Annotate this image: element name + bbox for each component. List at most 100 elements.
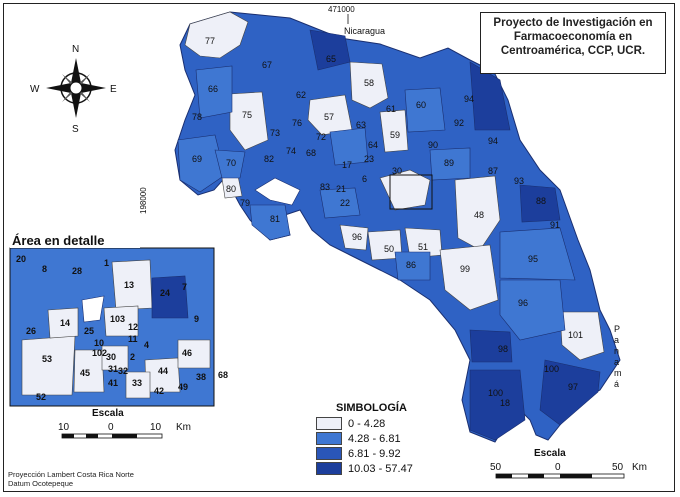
- inset-region-53: [21, 335, 76, 396]
- region-63: [329, 127, 369, 166]
- legend-label: 10.03 - 57.47: [348, 462, 413, 475]
- map-label: 100: [544, 364, 559, 374]
- map-label: 86: [406, 260, 416, 270]
- map-label: 50: [384, 244, 394, 254]
- map-label: 68: [306, 148, 316, 158]
- inset-label: 52: [36, 392, 46, 402]
- map-label: 60: [416, 100, 426, 110]
- main-scale-right: 50: [612, 462, 624, 473]
- main-scale-left: 50: [490, 462, 502, 473]
- map-label: 73: [270, 128, 280, 138]
- map-label: 94: [488, 136, 498, 146]
- region-75: [229, 91, 269, 151]
- inset-label: 20: [16, 254, 26, 264]
- inset-label: 13: [124, 280, 134, 290]
- datum-line: Datum Ocotepeque: [8, 479, 74, 488]
- map-label: 6: [362, 174, 367, 184]
- map-label: 74: [286, 146, 296, 156]
- main-scale-bar: Escala 50 0 50 Km: [490, 448, 647, 479]
- map-label: 62: [296, 90, 306, 100]
- region-100: [469, 369, 526, 441]
- panama-letter: n: [614, 346, 619, 356]
- title-line-2: Farmacoeconomía en: [513, 31, 633, 43]
- inset-label: 31: [108, 364, 118, 374]
- map-label: 23: [364, 154, 374, 164]
- map-label: 76: [292, 118, 302, 128]
- map-label: 30: [392, 166, 402, 176]
- legend-swatch: [316, 432, 342, 445]
- legend: SIMBOLOGÍA 0 - 4.28 4.28 - 6.81 6.81 - 9…: [316, 402, 476, 476]
- inset-label: 9: [194, 314, 199, 324]
- map-label: 22: [340, 198, 350, 208]
- map-label: 100: [488, 388, 503, 398]
- map-label: 72: [316, 132, 326, 142]
- region-77: [184, 11, 249, 59]
- compass-north: N: [72, 44, 79, 55]
- grid-label-left: 198000: [139, 187, 148, 214]
- detail-inset: Área en detalle: [9, 232, 215, 407]
- title-line-3: Centroamérica, CCP, UCR.: [500, 45, 646, 57]
- compass-south: S: [72, 124, 79, 135]
- inset-label: 102: [92, 348, 107, 358]
- panama-letter: a: [614, 357, 619, 367]
- main-region-labels: 77 67 65 58 66 62 57 61 60 94 78 75 76 6…: [192, 36, 583, 408]
- region-96: [499, 279, 566, 341]
- inset-label: 14: [60, 318, 70, 328]
- legend-item: 10.03 - 57.47: [316, 461, 476, 476]
- projection-line: Proyección Lambert Costa Rica Norte: [8, 470, 134, 479]
- map-label: 18: [500, 398, 510, 408]
- legend-item: 4.28 - 6.81: [316, 431, 476, 446]
- map-label: 51: [418, 242, 428, 252]
- map-label: 93: [514, 176, 524, 186]
- map-label: 61: [386, 104, 396, 114]
- panama-letter: á: [614, 379, 619, 389]
- region-89: [429, 147, 471, 181]
- map-label: 99: [460, 264, 470, 274]
- map-label: 70: [226, 158, 236, 168]
- main-scale-mid: 0: [555, 462, 561, 473]
- region-58: [349, 61, 389, 109]
- inset-label: 44: [158, 366, 168, 376]
- region-95: [499, 227, 576, 281]
- map-label: 17: [342, 160, 352, 170]
- inset-region-33: [125, 371, 151, 399]
- map-label: 97: [568, 382, 578, 392]
- region-60: [404, 87, 446, 133]
- inset-region-24: [151, 275, 189, 319]
- map-label: 91: [550, 220, 560, 230]
- map-label: 101: [568, 330, 583, 340]
- legend-swatch: [316, 447, 342, 460]
- map-label: 67: [262, 60, 272, 70]
- inset-title: Área en detalle: [12, 233, 105, 248]
- costa-rica-map: [174, 11, 621, 443]
- map-label: 95: [528, 254, 538, 264]
- map-label: 88: [536, 196, 546, 206]
- inset-scale-mid: 0: [108, 422, 114, 433]
- neighbor-nicaragua: Nicaragua: [344, 26, 385, 36]
- inset-label: 11: [128, 334, 138, 344]
- inset-region-46: [177, 339, 211, 369]
- compass-west: W: [30, 84, 40, 95]
- region-22: [319, 187, 361, 219]
- region-70: [214, 149, 246, 179]
- inset-region-labels: 20 8 28 1 13 24 7 26 14 25 103 12 9 10 1…: [16, 254, 228, 402]
- inset-title-bg: [10, 232, 140, 248]
- region-66: [195, 65, 233, 119]
- inset-region-45: [73, 349, 105, 393]
- compass-east: E: [110, 84, 117, 95]
- inset-water: [81, 295, 105, 323]
- inset-label: 28: [72, 266, 82, 276]
- map-label: 75: [242, 110, 252, 120]
- map-label: 96: [352, 232, 362, 242]
- inset-label: 32: [118, 366, 128, 376]
- map-label: 63: [356, 120, 366, 130]
- inset-label: 68: [218, 370, 228, 380]
- legend-swatch: [316, 462, 342, 475]
- map-label: 64: [368, 140, 378, 150]
- map-label: 80: [226, 184, 236, 194]
- inset-label: 42: [154, 386, 164, 396]
- inset-label: 26: [26, 326, 36, 336]
- projection-note: Proyección Lambert Costa Rica Norte Datu…: [8, 470, 134, 488]
- inset-label: 46: [182, 348, 192, 358]
